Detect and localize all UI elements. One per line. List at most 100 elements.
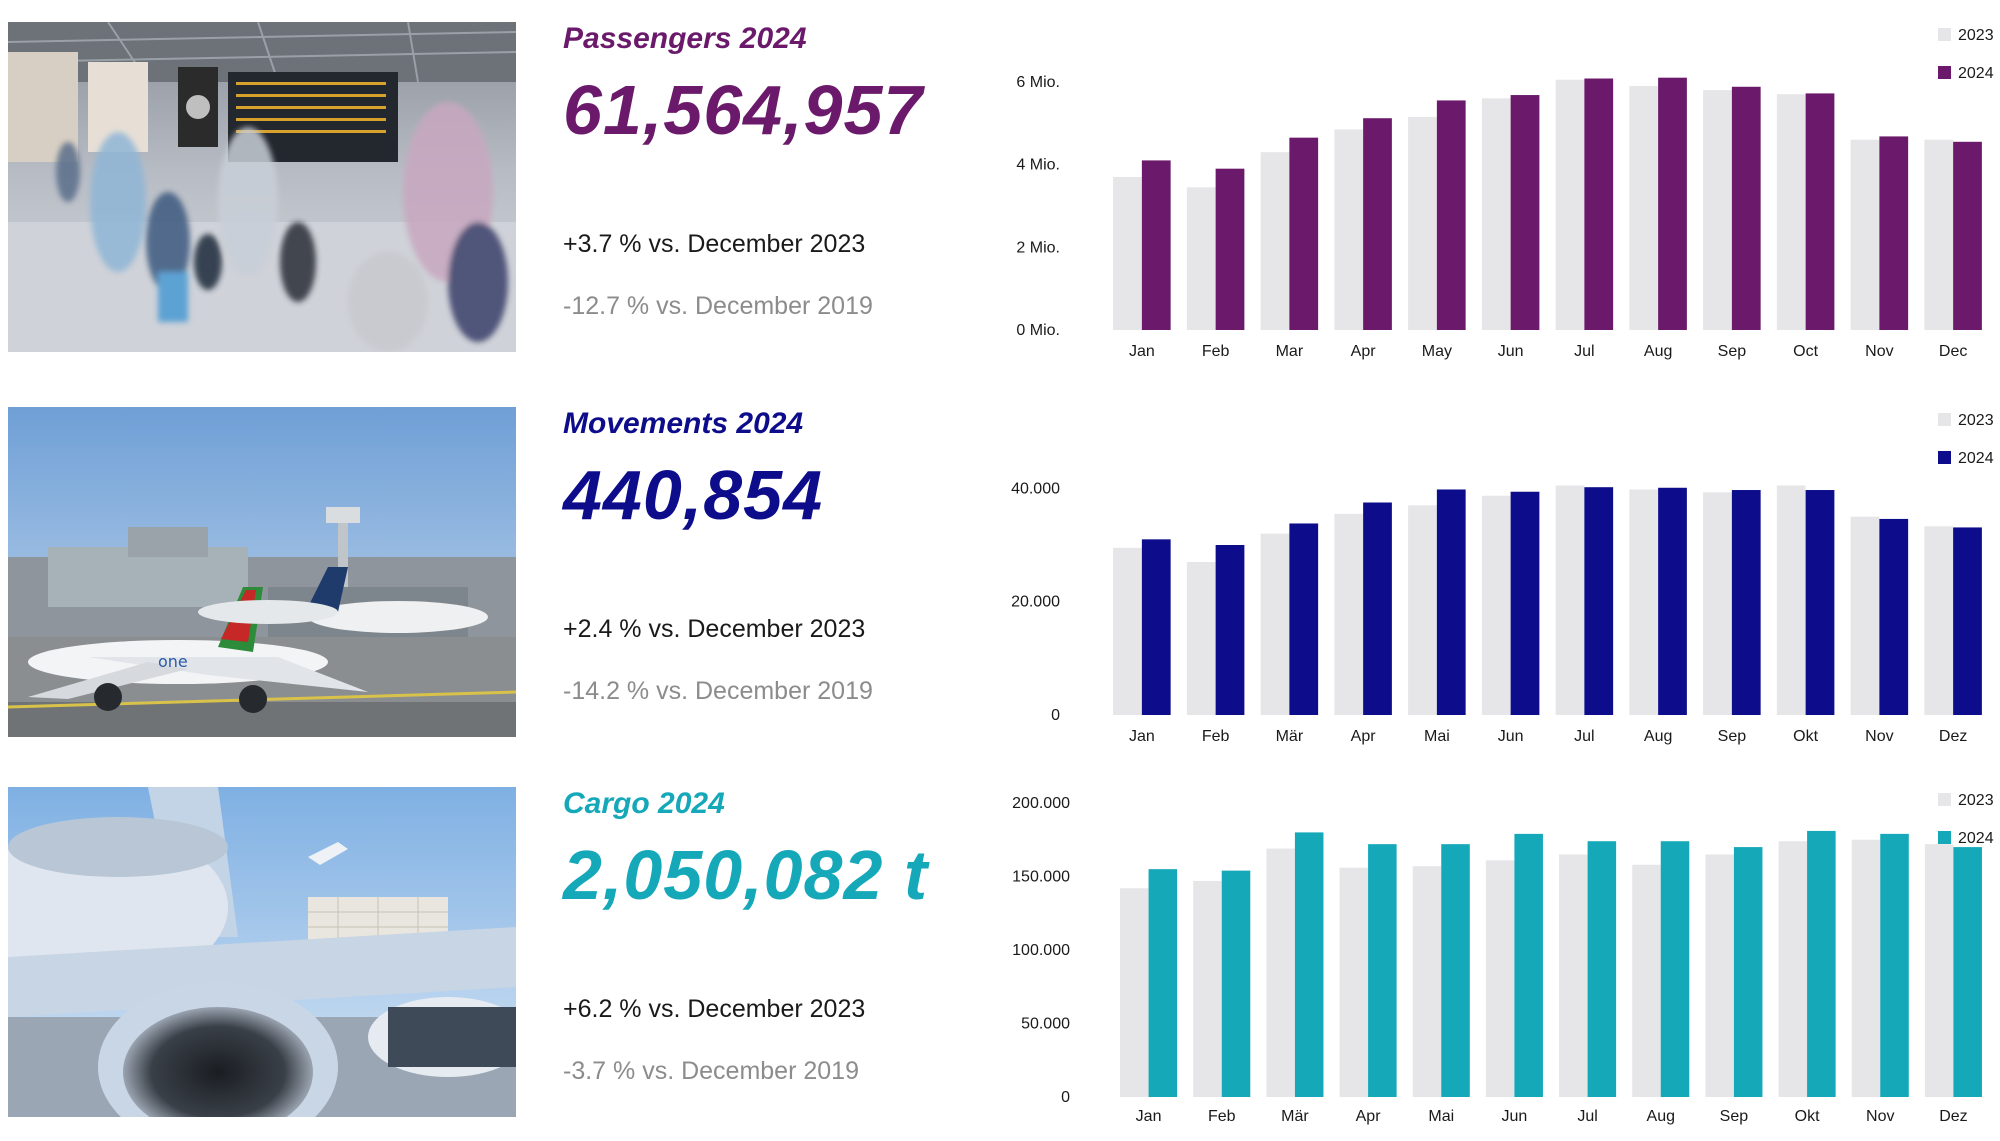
movements-vs-2019: -14.2 % vs. December 2019 — [563, 677, 873, 705]
cargo-bar-chart: 0 50.000 100.000 150.000 200.000 Jan Feb Mär Apr… — [1000, 787, 2000, 1127]
bar-2024-Mär — [1289, 523, 1319, 715]
bar-2024-May — [1436, 100, 1466, 330]
bar-2024-Jun — [1510, 95, 1540, 331]
y-tick-label: 0 — [1061, 1089, 1070, 1106]
movements-title: Movements 2024 — [563, 407, 804, 440]
bar-2024-Feb — [1215, 545, 1245, 715]
y-tick-label: 0 Mio. — [1016, 322, 1060, 339]
x-tick-label: Okt — [1795, 1108, 1820, 1125]
bar-2024-Mar — [1289, 137, 1319, 330]
bar-2024-Apr — [1363, 502, 1392, 715]
bar-2023-Jul — [1559, 854, 1588, 1097]
bar-2024-Aug — [1660, 841, 1690, 1097]
bar-2024-Sep — [1731, 490, 1761, 715]
bar-2023-Apr — [1339, 867, 1369, 1097]
cargo-total: 2,050,082 t — [563, 836, 929, 914]
bar-2023-Nov — [1851, 839, 1881, 1097]
x-tick-label: Mai — [1424, 728, 1450, 745]
bar-2023-Jan — [1120, 888, 1149, 1097]
passengers-vs-2023: +3.7 % vs. December 2023 — [563, 230, 866, 258]
y-tick-label: 4 Mio. — [1016, 157, 1060, 174]
x-tick-label: Feb — [1208, 1108, 1236, 1125]
bar-2024-Jul — [1584, 487, 1614, 715]
legend-swatch-2023 — [1938, 793, 1951, 806]
y-tick-label: 2 Mio. — [1016, 239, 1060, 256]
legend-label-2023: 2023 — [1958, 412, 1994, 429]
x-tick-label: Dec — [1939, 343, 1967, 360]
cargo-aircraft-photo — [8, 787, 516, 1117]
cargo-vs-2023: +6.2 % vs. December 2023 — [563, 995, 866, 1023]
bar-2024-Jun — [1514, 833, 1543, 1097]
x-tick-label: Oct — [1793, 343, 1818, 360]
svg-text:one: one — [158, 652, 188, 671]
bar-2024-Apr — [1368, 844, 1397, 1097]
bar-2024-Dez — [1953, 847, 1982, 1097]
x-tick-label: Jun — [1502, 1108, 1528, 1125]
legend-swatch-2024 — [1938, 66, 1951, 79]
x-tick-label: Mär — [1276, 728, 1304, 745]
bar-2023-Jun — [1485, 860, 1515, 1097]
bar-2024-Oct — [1805, 93, 1835, 331]
y-tick-label: 0 — [1051, 707, 1060, 724]
x-tick-label: Nov — [1865, 343, 1893, 360]
x-tick-label: Aug — [1647, 1108, 1675, 1125]
movements-panel: one Movements 2024 440,854 +2.4 % vs. De… — [0, 407, 2000, 747]
x-tick-label: Feb — [1202, 728, 1230, 745]
x-tick-label: Jun — [1498, 343, 1524, 360]
bar-2023-Jan — [1113, 547, 1142, 715]
y-tick-label: 20.000 — [1011, 594, 1060, 611]
bar-2023-Feb — [1186, 187, 1216, 330]
y-tick-label: 200.000 — [1012, 795, 1070, 812]
bar-2023-Mai — [1408, 505, 1437, 715]
bar-2023-Aug — [1632, 864, 1661, 1097]
bar-2023-May — [1408, 116, 1437, 331]
x-tick-label: Jun — [1498, 728, 1524, 745]
x-tick-label: Sep — [1718, 728, 1747, 745]
bar-2023-Okt — [1778, 841, 1808, 1097]
terminal-passengers-photo — [8, 22, 516, 352]
bar-2023-Mär — [1266, 848, 1295, 1097]
movements-vs-2023: +2.4 % vs. December 2023 — [563, 615, 866, 643]
x-tick-label: Feb — [1202, 343, 1230, 360]
bar-2023-Sep — [1705, 854, 1734, 1097]
x-tick-label: Aug — [1644, 728, 1672, 745]
bar-2024-Feb — [1221, 870, 1251, 1097]
passengers-title: Passengers 2024 — [563, 22, 807, 55]
passengers-panel: Passengers 2024 61,564,957 +3.7 % vs. De… — [0, 22, 2000, 362]
bar-2024-Nov — [1879, 136, 1909, 330]
aircraft-apron-photo: one — [8, 407, 516, 737]
bar-2024-Sep — [1733, 847, 1763, 1097]
x-tick-label: Mär — [1281, 1108, 1309, 1125]
cargo-panel: Cargo 2024 2,050,082 t +6.2 % vs. Decemb… — [0, 787, 2000, 1127]
bar-2023-Aug — [1629, 85, 1659, 330]
x-tick-label: Nov — [1866, 1108, 1894, 1125]
bar-2024-Jun — [1510, 491, 1540, 715]
bar-2023-Mar — [1260, 152, 1290, 330]
legend-swatch-2024 — [1938, 831, 1951, 844]
bar-2024-Jan — [1141, 160, 1171, 330]
x-tick-label: Jan — [1129, 728, 1155, 745]
bar-2024-Mai — [1436, 489, 1466, 715]
bar-2023-Aug — [1629, 489, 1659, 715]
x-tick-label: Okt — [1793, 728, 1818, 745]
bar-2023-Apr — [1334, 513, 1364, 715]
x-tick-label: May — [1422, 343, 1452, 360]
bar-2023-Feb — [1186, 562, 1216, 715]
bar-2023-Nov — [1850, 139, 1880, 330]
bar-2023-Okt — [1776, 485, 1806, 715]
y-tick-label: 40.000 — [1011, 480, 1060, 497]
x-tick-label: Dez — [1939, 1108, 1967, 1125]
bar-2024-Feb — [1215, 168, 1245, 330]
legend-label-2023: 2023 — [1958, 792, 1994, 809]
bar-2023-Dez — [1924, 526, 1954, 715]
y-tick-label: 150.000 — [1012, 869, 1070, 886]
x-tick-label: Mai — [1428, 1108, 1454, 1125]
bar-2024-Aug — [1658, 77, 1687, 330]
x-tick-label: Mar — [1276, 343, 1304, 360]
passengers-vs-2019: -12.7 % vs. December 2019 — [563, 292, 873, 320]
x-tick-label: Jan — [1136, 1108, 1162, 1125]
y-tick-label: 50.000 — [1021, 1016, 1070, 1033]
cargo-title: Cargo 2024 — [563, 787, 725, 820]
cargo-vs-2019: -3.7 % vs. December 2019 — [563, 1057, 859, 1085]
bar-2023-Jul — [1555, 79, 1585, 330]
